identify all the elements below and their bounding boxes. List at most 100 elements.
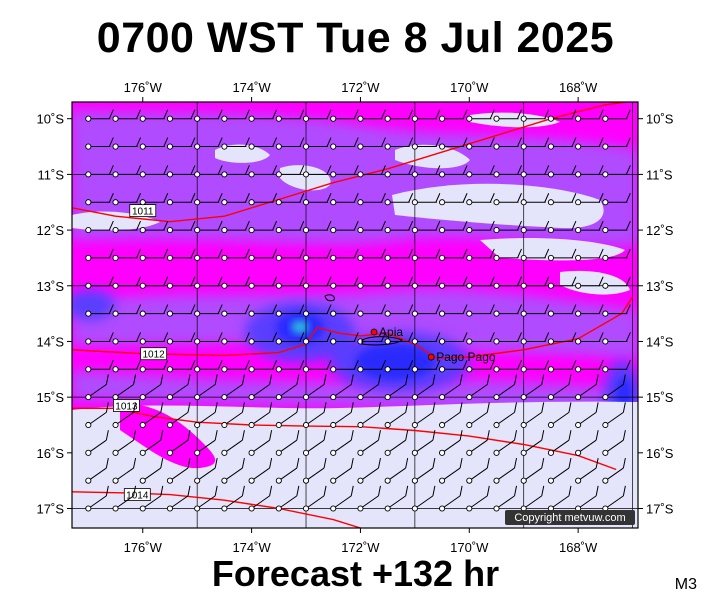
wind-barb bbox=[575, 332, 604, 345]
wind-barb bbox=[384, 304, 414, 317]
wind-barb bbox=[411, 485, 436, 512]
wind-barb bbox=[602, 430, 626, 456]
wind-barb bbox=[139, 109, 169, 122]
wind-barb bbox=[85, 457, 109, 484]
wind-barb bbox=[248, 193, 278, 206]
wind-barb bbox=[112, 332, 141, 345]
isobar-label: 1013 bbox=[115, 401, 138, 412]
wind-barb bbox=[466, 137, 495, 150]
wind-barb bbox=[357, 304, 386, 317]
wind-barb bbox=[547, 193, 577, 206]
wind-barb bbox=[330, 220, 359, 234]
wind-barb bbox=[547, 457, 572, 484]
wind-barb bbox=[466, 457, 490, 484]
wind-barb bbox=[520, 165, 550, 178]
wind-barb bbox=[466, 165, 495, 178]
wind-barb bbox=[139, 485, 164, 512]
wind-barb bbox=[330, 402, 354, 429]
wind-barb bbox=[439, 402, 463, 429]
wind-barb bbox=[221, 374, 245, 401]
wind-barb bbox=[221, 220, 250, 234]
wind-barb bbox=[302, 457, 327, 484]
wind-barb bbox=[194, 360, 223, 373]
wind-barb bbox=[330, 109, 359, 122]
wind-barb bbox=[439, 457, 463, 484]
wind-barb bbox=[575, 248, 604, 261]
wind-barb bbox=[439, 304, 468, 317]
wind-barb bbox=[85, 332, 114, 345]
wind-barb bbox=[384, 248, 414, 261]
lon-label-top: 172˚W bbox=[341, 80, 380, 95]
wind-barb bbox=[439, 193, 468, 206]
lon-label-bottom: 174˚W bbox=[232, 540, 271, 555]
wind-barb bbox=[85, 137, 114, 150]
wind-barb bbox=[411, 402, 436, 429]
wind-barb bbox=[384, 109, 414, 122]
wind-barb bbox=[520, 304, 550, 317]
wind-barb bbox=[302, 360, 332, 373]
lon-label-top: 174˚W bbox=[232, 80, 271, 95]
wind-barb bbox=[330, 248, 359, 261]
wind-barb bbox=[112, 248, 141, 261]
wind-barb bbox=[493, 457, 518, 484]
wind-barb bbox=[575, 193, 604, 206]
wind-barb bbox=[221, 193, 250, 206]
wind-barb bbox=[275, 402, 300, 429]
wind-barb bbox=[439, 485, 463, 512]
wind-barb bbox=[275, 374, 300, 401]
wind-barb bbox=[112, 137, 141, 150]
wind-barb bbox=[166, 457, 191, 484]
wind-barb bbox=[330, 165, 359, 178]
wind-barb bbox=[357, 360, 386, 373]
wind-barb bbox=[139, 165, 169, 178]
wind-barb bbox=[547, 137, 577, 150]
wind-barb bbox=[139, 304, 169, 317]
wind-barb bbox=[357, 430, 381, 456]
wind-barb bbox=[520, 276, 550, 289]
wind-barb bbox=[493, 109, 522, 122]
wind-barb bbox=[411, 193, 441, 206]
wind-barb bbox=[166, 137, 196, 150]
isobar-label: 1011 bbox=[132, 207, 154, 218]
wind-barb bbox=[221, 485, 245, 512]
wind-barb bbox=[166, 109, 196, 122]
wind-barb bbox=[302, 193, 332, 206]
wind-barb bbox=[547, 248, 577, 261]
wind-barb bbox=[275, 137, 305, 150]
wind-barb bbox=[139, 374, 164, 401]
wind-barb bbox=[221, 430, 245, 456]
wind-barb bbox=[575, 109, 604, 122]
lat-label-right: 16˚S bbox=[646, 446, 674, 461]
wind-barb bbox=[248, 276, 278, 289]
wind-barb bbox=[275, 430, 300, 456]
wind-barb bbox=[112, 485, 137, 512]
lat-label-right: 11˚S bbox=[646, 167, 673, 182]
wind-barb bbox=[248, 332, 278, 345]
precipitation-field bbox=[72, 102, 638, 528]
wind-barb bbox=[575, 220, 604, 234]
wind-barb bbox=[302, 165, 332, 178]
wind-barb bbox=[411, 137, 441, 150]
copyright-text: Copyright metvuw.com bbox=[514, 512, 625, 524]
wind-barb bbox=[547, 109, 577, 122]
wind-barb bbox=[493, 220, 522, 234]
wind-barb bbox=[357, 276, 386, 289]
wind-barb bbox=[575, 402, 599, 429]
lat-label-left: 16˚S bbox=[37, 446, 65, 461]
wind-barb bbox=[194, 430, 218, 456]
wind-barb bbox=[384, 220, 414, 234]
wind-barb bbox=[248, 485, 273, 512]
wind-barb bbox=[575, 276, 604, 289]
wind-barb bbox=[466, 248, 495, 261]
wind-barb bbox=[275, 304, 305, 317]
wind-barb bbox=[330, 485, 354, 512]
wind-barb bbox=[411, 374, 436, 401]
wind-barb bbox=[439, 109, 468, 122]
wind-barb bbox=[139, 332, 169, 345]
wind-barb bbox=[275, 276, 305, 289]
lat-label-left: 17˚S bbox=[37, 502, 65, 517]
wind-barb bbox=[520, 430, 545, 456]
wind-barb bbox=[221, 165, 250, 178]
lon-label-top: 176˚W bbox=[124, 80, 163, 95]
wind-barb bbox=[330, 430, 354, 456]
